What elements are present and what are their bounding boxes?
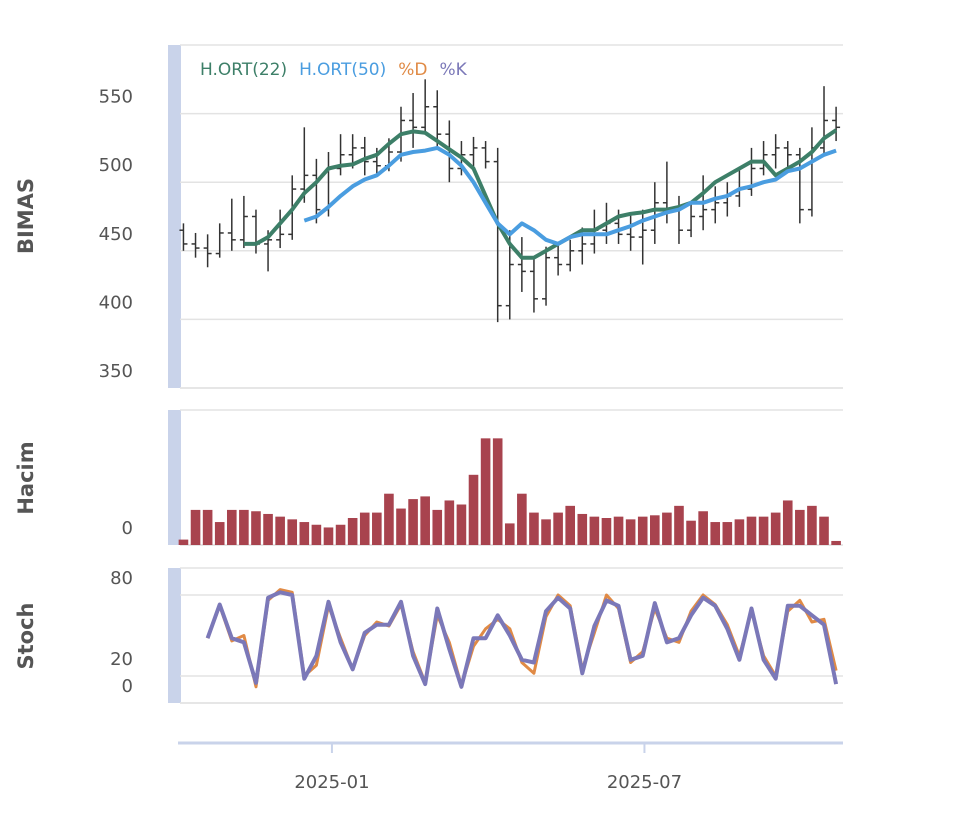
y-axis-title: Stoch — [14, 603, 38, 670]
axis-bar — [168, 410, 181, 545]
y-tick-label: 400 — [99, 292, 133, 313]
moving-average-line — [303, 145, 837, 246]
volume-bar — [468, 474, 479, 545]
volume-bar — [492, 438, 503, 545]
volume-bar — [504, 523, 515, 545]
x-tick-label: 2025-07 — [607, 772, 682, 793]
volume-bar — [335, 524, 346, 545]
volume-bar — [722, 522, 733, 545]
volume-bar — [202, 509, 213, 545]
volume-bar — [347, 518, 358, 545]
volume-bar — [359, 512, 370, 545]
y-axis-title: Hacim — [14, 441, 38, 514]
volume-bar — [311, 524, 322, 545]
y-tick-label: 0 — [122, 676, 133, 697]
volume-bar — [251, 511, 261, 545]
y-tick-label: 0 — [122, 518, 133, 539]
volume-bar — [625, 519, 636, 545]
moving-average-line — [243, 128, 838, 260]
volume-bar — [565, 505, 576, 545]
volume-bar — [226, 509, 237, 545]
volume-bar — [770, 512, 781, 545]
volume-bar — [662, 512, 672, 545]
volume-bar — [480, 438, 491, 545]
volume-bar — [214, 522, 225, 545]
x-tick-label: 2025-01 — [294, 772, 369, 793]
volume-bar — [698, 511, 708, 545]
volume-bar — [190, 509, 201, 545]
volume-bar — [674, 505, 684, 545]
stoch-line — [205, 590, 839, 689]
y-tick-label: 450 — [99, 224, 133, 245]
y-tick-label: 550 — [99, 87, 133, 108]
volume-bar — [541, 519, 551, 545]
y-tick-label: 350 — [99, 361, 133, 382]
volume-bar — [408, 499, 418, 545]
y-axis-title: BIMAS — [14, 178, 38, 254]
volume-bar — [807, 505, 817, 545]
volume-bar — [456, 504, 467, 545]
axis-bar — [168, 45, 181, 388]
volume-bar — [275, 516, 285, 545]
volume-bar — [819, 516, 829, 545]
volume-bar — [686, 520, 696, 545]
volume-bar — [795, 509, 805, 545]
volume-bar — [299, 522, 310, 545]
volume-bar — [263, 513, 273, 545]
volume-bar — [831, 540, 841, 545]
volume-bar — [517, 493, 527, 545]
volume-bar — [734, 519, 745, 545]
volume-bar — [432, 509, 443, 545]
volume-bar — [613, 516, 624, 545]
volume-bar — [529, 512, 539, 545]
volume-bar — [746, 516, 757, 545]
legend-item: H.ORT(22) — [200, 60, 287, 80]
volume-bar — [710, 522, 721, 545]
volume-bar — [372, 512, 382, 545]
volume-bar — [396, 508, 406, 545]
legend-item: %K — [440, 60, 468, 80]
volume-bar — [553, 512, 563, 545]
legend-item: H.ORT(50) — [299, 60, 386, 80]
volume-bar — [637, 516, 648, 545]
volume-bar — [601, 518, 612, 545]
axis-bar — [168, 568, 181, 703]
volume-bar — [323, 527, 334, 545]
volume-bar — [650, 515, 660, 545]
volume-bar — [444, 500, 455, 545]
volume-bar — [758, 516, 769, 545]
volume-bar — [384, 493, 394, 545]
volume-bar — [589, 516, 600, 545]
volume-bar — [782, 500, 793, 545]
volume-bar — [239, 509, 249, 545]
volume-bar — [178, 539, 189, 545]
legend-item: %D — [398, 60, 427, 80]
volume-bar — [577, 513, 588, 545]
y-tick-label: 500 — [99, 155, 133, 176]
volume-bar — [287, 519, 298, 545]
y-tick-label: 20 — [110, 649, 133, 670]
volume-bar — [420, 496, 430, 545]
y-tick-label: 80 — [110, 568, 133, 589]
